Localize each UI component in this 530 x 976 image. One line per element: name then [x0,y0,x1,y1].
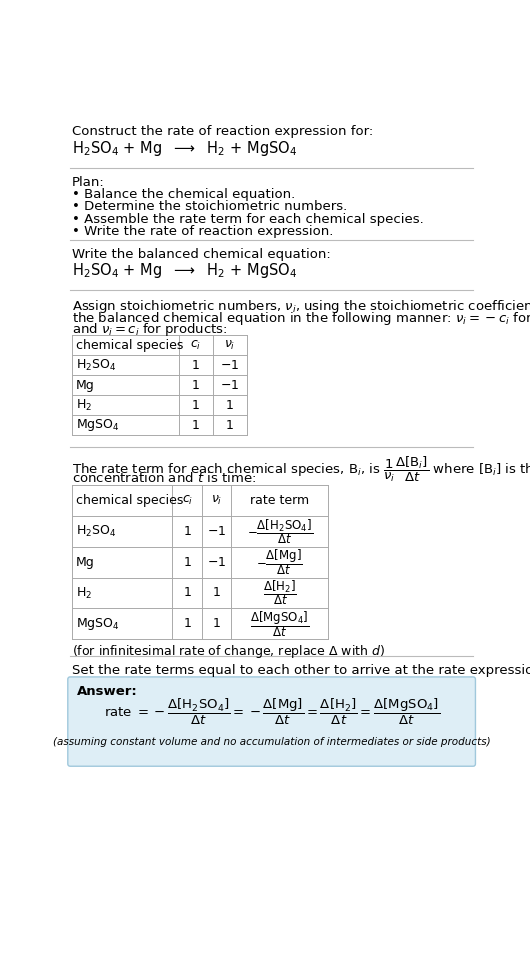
Text: $-1$: $-1$ [220,379,240,391]
Text: H$_2$SO$_4$: H$_2$SO$_4$ [76,357,116,373]
Text: • Balance the chemical equation.: • Balance the chemical equation. [72,188,295,201]
Text: 1: 1 [213,587,220,599]
Text: and $\nu_i = c_i$ for products:: and $\nu_i = c_i$ for products: [72,321,227,338]
Text: MgSO$_4$: MgSO$_4$ [76,417,119,433]
Text: $-\dfrac{\Delta[\mathrm{H_2SO_4}]}{\Delta t}$: $-\dfrac{\Delta[\mathrm{H_2SO_4}]}{\Delt… [247,517,313,546]
Text: (for infinitesimal rate of change, replace $\Delta$ with $d$): (for infinitesimal rate of change, repla… [72,643,385,660]
Text: 1: 1 [192,419,200,431]
Text: H$_2$: H$_2$ [76,586,92,600]
Text: Construct the rate of reaction expression for:: Construct the rate of reaction expressio… [72,125,373,138]
Text: H$_2$SO$_4$ + Mg  $\longrightarrow$  H$_2$ + MgSO$_4$: H$_2$SO$_4$ + Mg $\longrightarrow$ H$_2$… [72,262,297,280]
Text: rate term: rate term [250,494,310,508]
Text: H$_2$SO$_4$: H$_2$SO$_4$ [76,524,116,539]
Text: Plan:: Plan: [72,176,104,188]
Text: $\nu_i$: $\nu_i$ [224,339,235,351]
Text: 1: 1 [192,379,200,391]
Text: MgSO$_4$: MgSO$_4$ [76,616,119,631]
Text: $c_i$: $c_i$ [181,494,193,508]
Text: H$_2$: H$_2$ [76,397,92,413]
Text: Mg: Mg [76,379,94,391]
Text: $-1$: $-1$ [207,555,226,569]
Text: Set the rate terms equal to each other to arrive at the rate expression:: Set the rate terms equal to each other t… [72,664,530,676]
Text: Answer:: Answer: [77,685,138,699]
Text: $-1$: $-1$ [207,525,226,538]
Text: 1: 1 [226,398,234,412]
Text: 1: 1 [213,617,220,630]
Text: chemical species: chemical species [76,494,183,508]
Text: 1: 1 [183,525,191,538]
Text: 1: 1 [183,617,191,630]
Text: $\nu_i$: $\nu_i$ [211,494,222,508]
Text: $-\dfrac{\Delta[\mathrm{Mg}]}{\Delta t}$: $-\dfrac{\Delta[\mathrm{Mg}]}{\Delta t}$ [257,548,303,577]
Text: 1: 1 [192,358,200,372]
Text: Write the balanced chemical equation:: Write the balanced chemical equation: [72,248,330,261]
Text: 1: 1 [183,587,191,599]
Text: $\dfrac{\Delta[\mathrm{MgSO_4}]}{\Delta t}$: $\dfrac{\Delta[\mathrm{MgSO_4}]}{\Delta … [250,609,310,638]
Text: $c_i$: $c_i$ [190,339,201,351]
Text: 1: 1 [183,555,191,569]
Text: Assign stoichiometric numbers, $\nu_i$, using the stoichiometric coefficients, $: Assign stoichiometric numbers, $\nu_i$, … [72,298,530,315]
Text: H$_2$SO$_4$ + Mg  $\longrightarrow$  H$_2$ + MgSO$_4$: H$_2$SO$_4$ + Mg $\longrightarrow$ H$_2$… [72,139,297,158]
Text: the balanced chemical equation in the following manner: $\nu_i = -c_i$ for react: the balanced chemical equation in the fo… [72,309,530,327]
FancyBboxPatch shape [68,677,475,766]
Text: 1: 1 [226,419,234,431]
Text: 1: 1 [192,398,200,412]
Text: Mg: Mg [76,555,94,569]
Text: • Determine the stoichiometric numbers.: • Determine the stoichiometric numbers. [72,200,347,214]
Text: $-1$: $-1$ [220,358,240,372]
Text: • Assemble the rate term for each chemical species.: • Assemble the rate term for each chemic… [72,213,423,225]
Text: • Write the rate of reaction expression.: • Write the rate of reaction expression. [72,224,333,238]
Text: chemical species: chemical species [76,339,183,351]
Text: The rate term for each chemical species, B$_i$, is $\dfrac{1}{\nu_i}\dfrac{\Delt: The rate term for each chemical species,… [72,455,530,484]
Text: (assuming constant volume and no accumulation of intermediates or side products): (assuming constant volume and no accumul… [53,737,490,748]
Text: rate $= -\dfrac{\Delta[\mathrm{H_2SO_4}]}{\Delta t} = -\dfrac{\Delta[\mathrm{Mg}: rate $= -\dfrac{\Delta[\mathrm{H_2SO_4}]… [103,697,440,726]
Text: concentration and $t$ is time:: concentration and $t$ is time: [72,471,256,485]
Text: $\dfrac{\Delta[\mathrm{H_2}]}{\Delta t}$: $\dfrac{\Delta[\mathrm{H_2}]}{\Delta t}$ [263,579,297,607]
